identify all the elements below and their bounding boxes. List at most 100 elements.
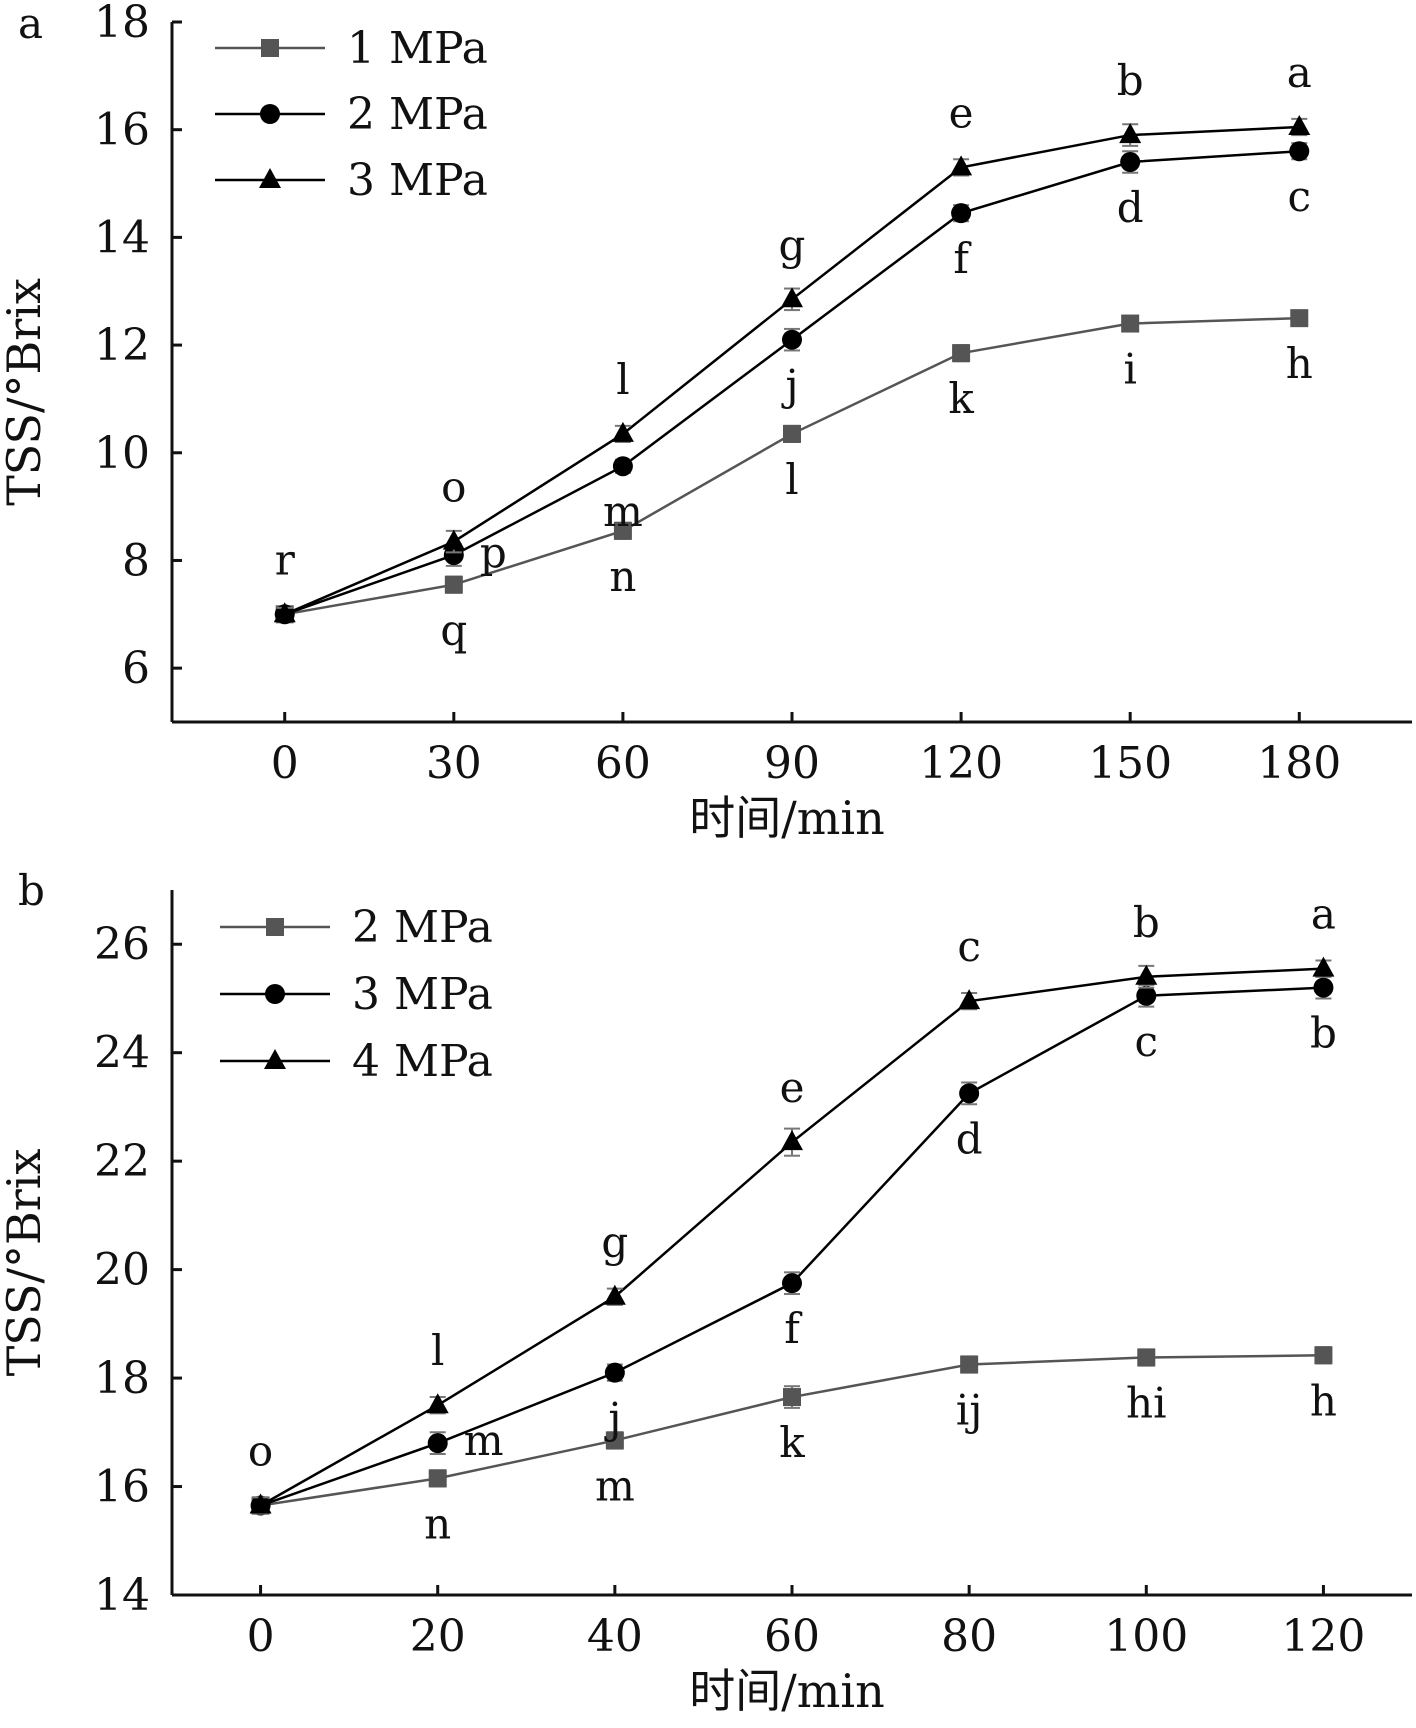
data-point — [428, 1469, 447, 1488]
x-tick-label: 60 — [764, 1611, 820, 1662]
data-point — [782, 1273, 802, 1294]
legend-marker — [261, 39, 279, 57]
significance-letter: h — [1310, 1376, 1337, 1425]
significance-letter: q — [440, 606, 467, 655]
data-point — [1120, 152, 1141, 172]
data-point — [273, 602, 296, 623]
x-tick-label: 60 — [595, 738, 651, 789]
significance-letter: r — [275, 535, 296, 584]
legend-label: 3 MPa — [352, 969, 493, 1020]
significance-letter: n — [609, 552, 636, 601]
data-point — [781, 1130, 803, 1151]
significance-letter: a — [1287, 48, 1312, 97]
significance-letter: ij — [956, 1386, 982, 1435]
significance-letter: j — [780, 361, 798, 410]
y-tick-label: 26 — [94, 919, 150, 970]
x-axis-label: 时间/min — [689, 1664, 884, 1718]
data-point — [958, 989, 981, 1010]
significance-letter: d — [956, 1114, 983, 1163]
x-tick-label: 80 — [941, 1611, 997, 1662]
x-tick-label: 40 — [587, 1611, 643, 1662]
significance-letter: m — [595, 1461, 635, 1510]
y-tick-label: 18 — [94, 0, 150, 48]
data-point — [952, 344, 971, 363]
significance-letter: b — [1117, 56, 1144, 105]
panel-label: b — [18, 866, 45, 915]
series-3-mpa — [273, 115, 1311, 623]
y-tick-label: 10 — [94, 428, 150, 479]
y-tick-label: 22 — [94, 1136, 150, 1187]
panel-label: a — [18, 0, 43, 48]
significance-letter: p — [480, 528, 507, 577]
data-point — [1312, 956, 1335, 977]
y-tick-label: 16 — [94, 105, 150, 156]
data-point — [1136, 985, 1157, 1006]
data-point — [442, 529, 465, 550]
significance-letter: e — [780, 1063, 805, 1112]
data-point — [1135, 964, 1158, 985]
x-tick-label: 180 — [1257, 738, 1341, 789]
x-tick-label: 0 — [247, 1611, 275, 1662]
significance-letter: l — [616, 355, 629, 404]
y-tick-label: 24 — [94, 1028, 150, 1079]
x-tick-label: 0 — [271, 738, 299, 789]
x-tick-label: 120 — [919, 738, 1003, 789]
x-tick-label: 20 — [410, 1611, 466, 1662]
significance-letter: m — [603, 487, 643, 536]
legend-marker — [266, 918, 284, 936]
data-point — [1314, 1346, 1333, 1365]
data-point — [950, 155, 973, 176]
data-point — [781, 287, 803, 308]
data-point — [1313, 977, 1334, 998]
significance-letter: n — [424, 1499, 451, 1548]
data-point — [1121, 314, 1140, 333]
data-point — [951, 203, 972, 224]
series-2-mpa — [274, 141, 1310, 625]
significance-letter: k — [779, 1418, 805, 1467]
data-point — [1137, 1348, 1156, 1367]
significance-letter: h — [1286, 339, 1313, 388]
significance-letter: a — [1311, 890, 1336, 939]
data-point — [611, 421, 634, 442]
significance-letter: f — [784, 1304, 803, 1353]
y-axis-label: TSS/°Brix — [0, 278, 51, 506]
data-point — [249, 1493, 272, 1514]
legend-label: 1 MPa — [347, 23, 488, 74]
legend-marker — [265, 984, 285, 1004]
data-point — [782, 329, 802, 350]
legend-marker — [260, 104, 280, 124]
significance-letter: f — [953, 234, 972, 283]
legend-marker — [264, 1049, 286, 1069]
significance-letter: b — [1133, 898, 1160, 947]
y-tick-label: 14 — [94, 212, 150, 263]
significance-letter: i — [1123, 345, 1136, 394]
data-point — [613, 521, 632, 540]
significance-letter: c — [1135, 1017, 1159, 1066]
y-tick-label: 14 — [94, 1570, 150, 1621]
data-point — [605, 1431, 624, 1450]
legend: 1 MPa 2 MPa 3 MPa — [215, 23, 488, 206]
y-tick-label: 18 — [94, 1353, 150, 1404]
x-tick-label: 90 — [764, 738, 820, 789]
significance-letter: l — [785, 455, 798, 504]
y-tick-label: 8 — [122, 535, 150, 586]
significance-letter: g — [601, 1218, 628, 1267]
x-axis-label: 时间/min — [689, 791, 884, 845]
x-tick-label: 120 — [1281, 1611, 1365, 1662]
data-point — [1289, 141, 1310, 162]
data-point — [427, 1433, 448, 1454]
legend: 2 MPa 3 MPa 4 MPa — [220, 902, 493, 1087]
series-1-mpa — [275, 309, 1309, 624]
data-point — [783, 424, 801, 443]
y-tick-label: 12 — [94, 320, 150, 371]
significance-letter: b — [1310, 1009, 1337, 1058]
x-tick-label: 100 — [1104, 1611, 1188, 1662]
data-point — [1288, 115, 1311, 135]
significance-letter: g — [779, 220, 806, 269]
data-point — [1290, 309, 1309, 328]
data-point — [426, 1393, 449, 1414]
data-point — [959, 1083, 980, 1104]
legend-marker — [259, 168, 281, 188]
